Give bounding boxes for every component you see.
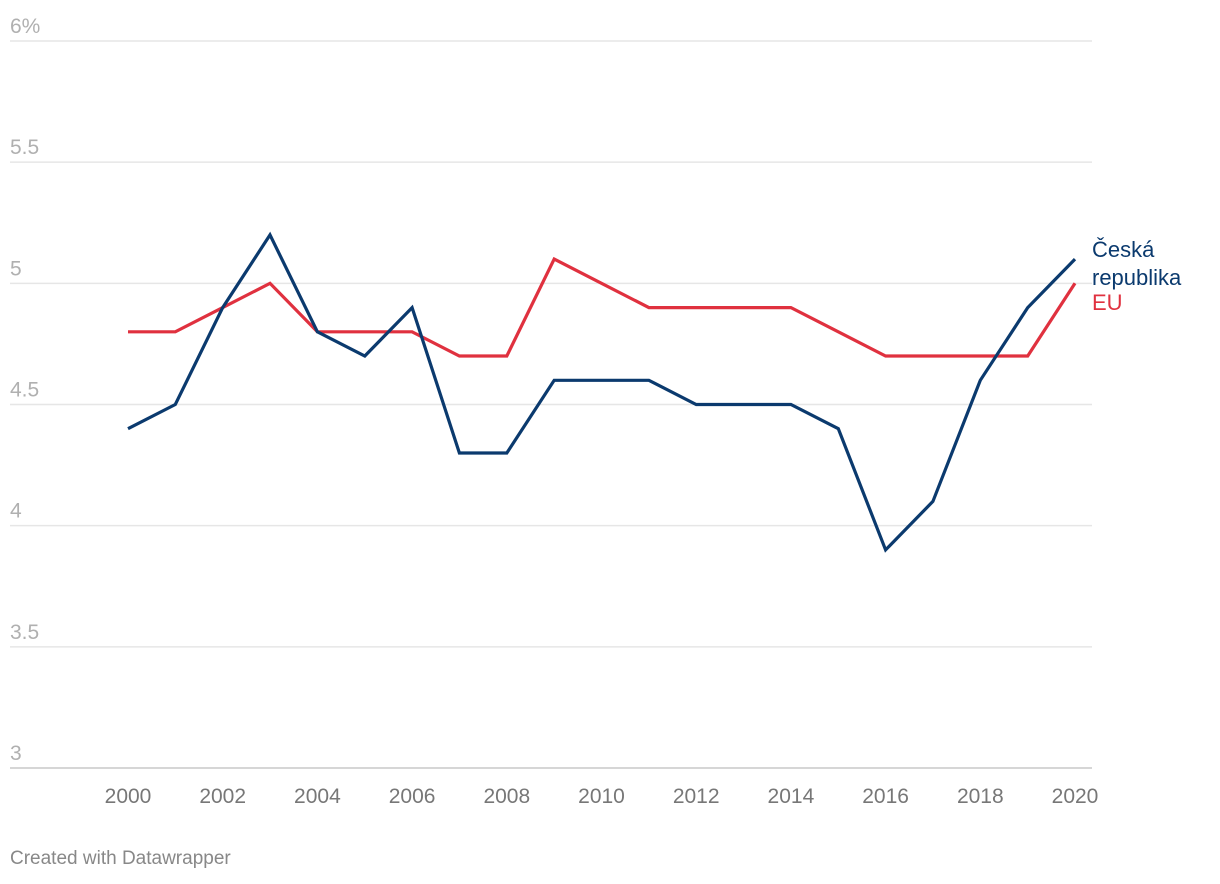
series-line-eu — [128, 256, 1077, 358]
series-lines — [127, 231, 1077, 553]
x-tick-label: 2000 — [105, 785, 152, 808]
y-tick-label: 5 — [10, 257, 22, 280]
x-tick-label: 2020 — [1052, 785, 1099, 808]
y-tick-label: 4 — [10, 500, 22, 523]
y-tick-label: 3.5 — [10, 621, 39, 644]
x-tick-label: 2012 — [673, 785, 720, 808]
y-tick-label: 6% — [10, 15, 40, 38]
x-tick-label: 2010 — [578, 785, 625, 808]
x-tick-label: 2002 — [199, 785, 246, 808]
grid-lines — [10, 40, 1092, 769]
series-label-ceska-republika: Česká — [1092, 237, 1155, 262]
x-axis-tick-labels: 2000 2002 2004 2006 2008 2010 2012 2014 2016 2018… — [105, 785, 1099, 808]
y-tick-label: 4.5 — [10, 379, 39, 402]
series-line-ceska-republika — [127, 231, 1077, 553]
y-tick-label: 3 — [10, 742, 22, 765]
x-tick-label: 2018 — [957, 785, 1004, 808]
x-tick-label: 2008 — [483, 785, 530, 808]
y-axis-tick-labels: 6% 5.5 5 4.5 4 3.5 3 — [10, 15, 40, 765]
series-label-eu: EU — [1092, 290, 1123, 315]
footer-credit: Created with Datawrapper — [10, 848, 231, 869]
x-tick-label: 2004 — [294, 785, 341, 808]
x-tick-label: 2016 — [862, 785, 909, 808]
x-tick-label: 2014 — [768, 785, 815, 808]
series-label-ceska-republika: republika — [1092, 265, 1182, 290]
y-tick-label: 5.5 — [10, 136, 39, 159]
x-tick-label: 2006 — [389, 785, 436, 808]
